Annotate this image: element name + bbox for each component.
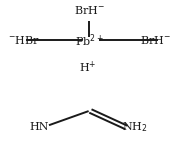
Text: $^{-}$HBr: $^{-}$HBr [8,34,40,46]
Text: BrH$^{-}$: BrH$^{-}$ [140,34,171,46]
Text: H$^{+}$: H$^{+}$ [79,60,96,75]
Text: NH$_2$: NH$_2$ [122,120,148,134]
Text: Pb$^{2+}$: Pb$^{2+}$ [75,32,104,49]
Text: BrH$^{-}$: BrH$^{-}$ [74,4,105,16]
Text: HN: HN [29,122,49,132]
